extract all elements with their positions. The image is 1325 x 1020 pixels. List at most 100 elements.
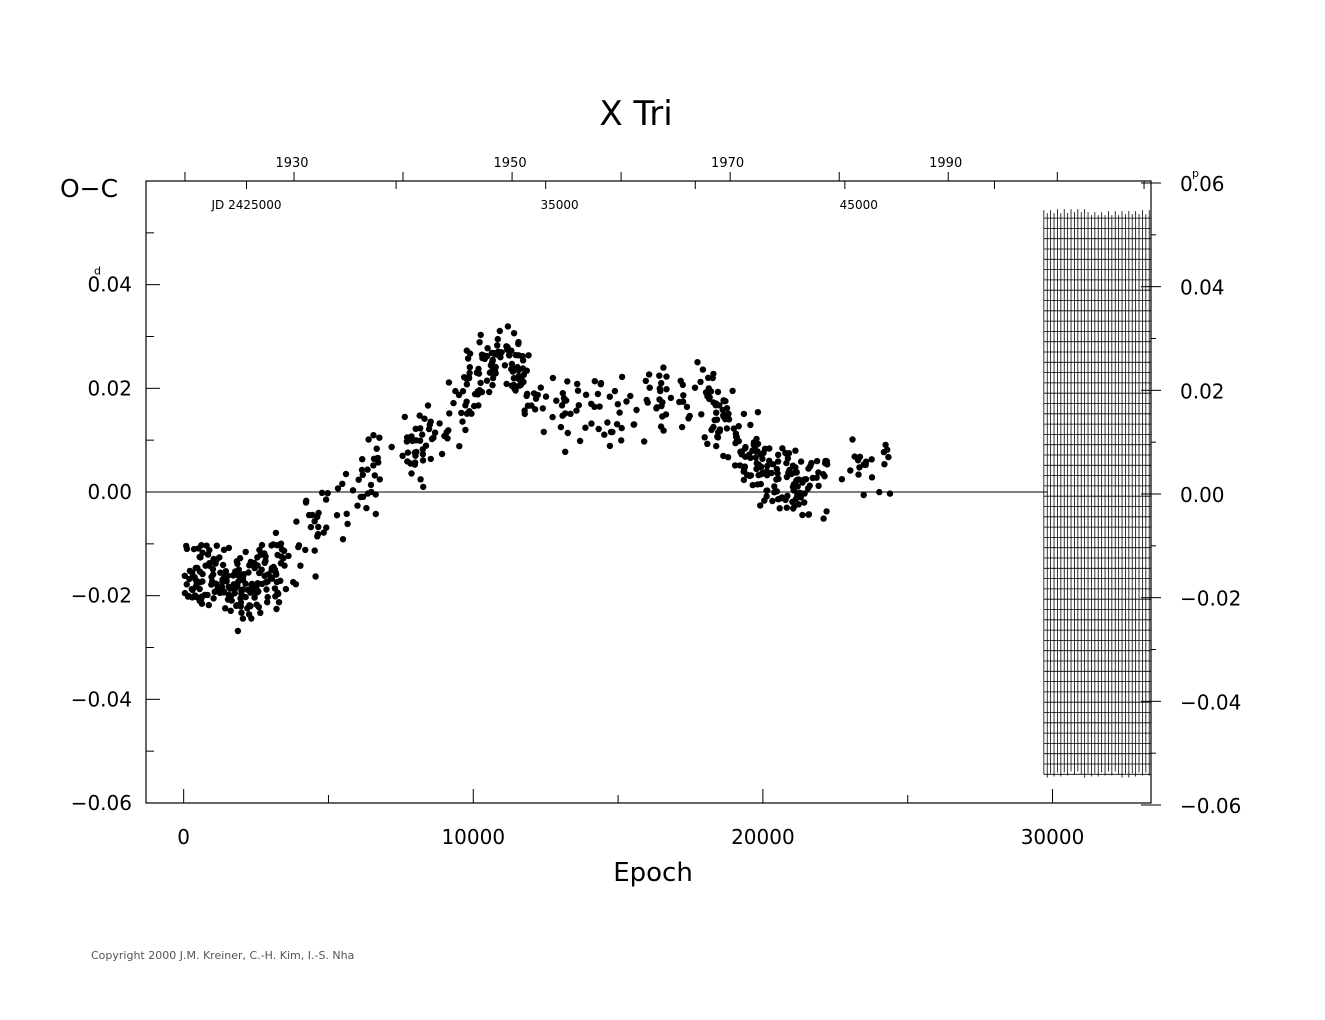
data-point	[719, 406, 726, 414]
data-point	[549, 413, 556, 421]
data-point	[183, 581, 190, 588]
data-point	[307, 523, 315, 531]
data-point	[303, 497, 310, 504]
data-point	[515, 338, 522, 346]
data-point	[683, 403, 691, 411]
data-point	[699, 366, 707, 373]
data-point	[630, 421, 638, 428]
data-point	[489, 381, 496, 389]
data-point	[597, 379, 605, 387]
y-tick-label-right: −0.02	[1180, 587, 1241, 611]
data-point	[262, 553, 269, 560]
data-point	[505, 351, 513, 359]
data-point	[181, 572, 188, 579]
data-point	[416, 437, 424, 444]
data-point	[285, 552, 292, 560]
data-point	[494, 335, 501, 343]
data-point	[633, 406, 640, 414]
data-point	[456, 443, 463, 450]
data-point	[309, 511, 316, 519]
data-point	[471, 402, 478, 410]
data-point	[755, 471, 762, 479]
data-point	[731, 462, 739, 469]
data-point	[860, 491, 867, 499]
data-point	[815, 469, 822, 476]
top-year-label: 1990	[929, 156, 962, 171]
data-point	[641, 438, 648, 445]
data-point	[242, 548, 249, 556]
data-point	[247, 602, 254, 610]
data-point	[747, 421, 754, 429]
data-point	[355, 476, 362, 483]
data-point	[750, 439, 758, 446]
data-point	[754, 448, 761, 455]
data-point	[660, 364, 667, 371]
data-point	[215, 584, 222, 591]
data-point	[722, 416, 729, 423]
data-point	[267, 574, 275, 581]
data-point	[436, 420, 443, 427]
data-point	[588, 420, 595, 427]
data-point	[272, 529, 280, 537]
data-point	[793, 469, 800, 476]
data-point	[885, 453, 892, 461]
data-point	[184, 593, 192, 600]
data-point	[611, 387, 619, 395]
data-point	[881, 461, 888, 468]
data-point	[421, 415, 428, 422]
data-point	[562, 410, 569, 417]
data-point	[755, 461, 762, 468]
data-point	[256, 569, 263, 577]
data-point	[239, 586, 247, 593]
data-point	[364, 490, 372, 497]
data-point	[711, 416, 718, 424]
data-point	[789, 462, 797, 469]
data-point	[656, 372, 663, 379]
data-point	[268, 564, 275, 572]
data-point	[459, 418, 466, 425]
data-point	[582, 424, 589, 431]
data-point	[372, 510, 379, 518]
data-point	[209, 566, 217, 573]
data-point	[206, 547, 213, 554]
data-point	[799, 511, 806, 519]
data-point	[813, 457, 821, 465]
data-point	[446, 410, 453, 417]
data-point	[791, 502, 798, 510]
data-point	[359, 471, 366, 478]
data-point	[349, 487, 357, 494]
data-point	[764, 462, 771, 470]
data-point	[229, 584, 236, 592]
data-point	[213, 542, 220, 549]
data-point	[823, 508, 830, 515]
data-point	[450, 399, 457, 407]
x-tick-label: 10000	[441, 825, 505, 849]
data-point	[704, 440, 711, 447]
data-point	[576, 437, 584, 445]
data-point	[534, 391, 541, 399]
data-point	[192, 576, 199, 584]
data-point	[740, 410, 748, 418]
data-point	[659, 413, 666, 420]
y-tick-label-right: 0.06	[1180, 172, 1225, 196]
data-point	[342, 470, 350, 478]
data-point	[315, 523, 322, 531]
data-point	[663, 373, 670, 380]
data-point	[701, 434, 708, 441]
data-point	[343, 510, 350, 517]
data-point	[254, 554, 261, 561]
data-point	[273, 578, 281, 586]
data-point	[293, 518, 300, 525]
data-point	[234, 627, 242, 635]
data-point	[225, 591, 232, 598]
data-point	[697, 378, 704, 386]
data-point	[263, 586, 270, 593]
data-point	[613, 421, 621, 428]
data-point	[234, 560, 241, 567]
data-point	[528, 402, 535, 409]
data-point	[854, 457, 862, 464]
data-point	[295, 542, 303, 549]
data-point	[680, 392, 687, 399]
data-point	[783, 459, 790, 467]
data-point	[789, 483, 797, 491]
